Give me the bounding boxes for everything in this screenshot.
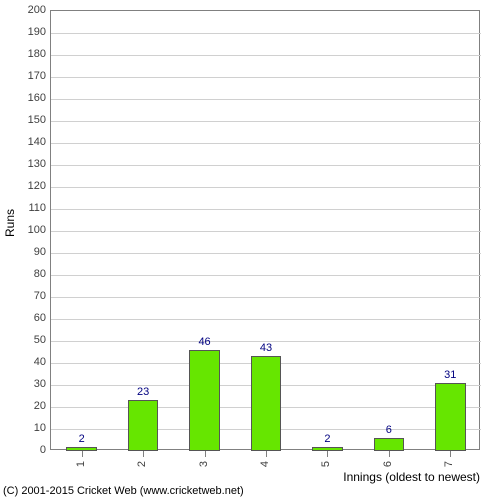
- y-tick-label: 20: [34, 400, 46, 412]
- x-tick: [266, 451, 267, 457]
- bar: [435, 383, 466, 451]
- y-tick-label: 90: [34, 246, 46, 258]
- x-tick-label: 1: [75, 461, 87, 467]
- y-tick-label: 50: [34, 334, 46, 346]
- gridline: [51, 99, 481, 100]
- x-tick-label: 4: [259, 461, 271, 467]
- y-tick-label: 170: [28, 70, 46, 82]
- bar-value-label: 2: [79, 433, 85, 445]
- y-tick-label: 110: [28, 202, 46, 214]
- gridline: [51, 33, 481, 34]
- y-tick-label: 0: [40, 444, 46, 456]
- bar-value-label: 31: [444, 369, 456, 381]
- plot-area: 2 23 46 43 2 6 31: [51, 11, 481, 451]
- bar: [189, 350, 220, 451]
- y-tick-label: 80: [34, 268, 46, 280]
- x-tick-label: 7: [443, 461, 455, 467]
- x-axis-title: Innings (oldest to newest): [343, 470, 480, 484]
- y-tick-label: 70: [34, 290, 46, 302]
- gridline: [51, 209, 481, 210]
- y-tick-label: 120: [28, 180, 46, 192]
- y-tick-label: 150: [28, 114, 46, 126]
- x-tick: [327, 451, 328, 457]
- x-tick: [450, 451, 451, 457]
- y-tick-label: 160: [28, 92, 46, 104]
- x-tick: [82, 451, 83, 457]
- y-tick-label: 100: [28, 224, 46, 236]
- gridline: [51, 231, 481, 232]
- gridline: [51, 319, 481, 320]
- y-tick-label: 10: [34, 422, 46, 434]
- x-tick: [205, 451, 206, 457]
- x-tick-label: 2: [136, 461, 148, 467]
- y-tick-label: 200: [28, 4, 46, 16]
- bar: [128, 400, 159, 451]
- chart-area: 2 23 46 43 2 6 31: [50, 10, 480, 450]
- y-tick-label: 40: [34, 356, 46, 368]
- y-tick-label: 190: [28, 26, 46, 38]
- x-tick: [389, 451, 390, 457]
- gridline: [51, 275, 481, 276]
- gridline: [51, 253, 481, 254]
- copyright-text: (C) 2001-2015 Cricket Web (www.cricketwe…: [3, 485, 244, 497]
- x-tick-label: 3: [198, 461, 210, 467]
- bar-value-label: 2: [324, 433, 330, 445]
- gridline: [51, 55, 481, 56]
- bar-value-label: 43: [260, 342, 272, 354]
- y-axis-title: Runs: [3, 209, 17, 237]
- gridline: [51, 297, 481, 298]
- gridline: [51, 77, 481, 78]
- y-tick-label: 130: [28, 158, 46, 170]
- gridline: [51, 143, 481, 144]
- x-tick: [143, 451, 144, 457]
- x-tick-label: 6: [382, 461, 394, 467]
- bar-value-label: 6: [386, 424, 392, 436]
- y-tick-label: 30: [34, 378, 46, 390]
- gridline: [51, 121, 481, 122]
- bar: [251, 356, 282, 451]
- bar-value-label: 23: [137, 386, 149, 398]
- y-tick-label: 180: [28, 48, 46, 60]
- y-tick-label: 140: [28, 136, 46, 148]
- x-tick-label: 5: [320, 461, 332, 467]
- bar-value-label: 46: [198, 336, 210, 348]
- bar: [374, 438, 405, 451]
- gridline: [51, 187, 481, 188]
- gridline: [51, 165, 481, 166]
- y-tick-label: 60: [34, 312, 46, 324]
